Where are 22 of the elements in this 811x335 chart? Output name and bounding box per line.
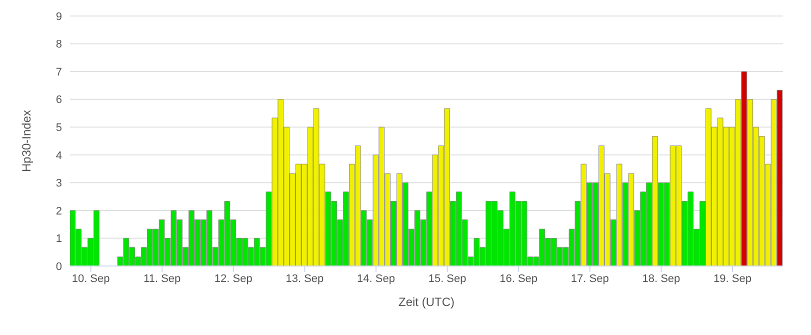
y-tick-label: 4	[56, 150, 62, 162]
x-tick-label: 10. Sep	[72, 272, 110, 285]
x-tick-label: 13. Sep	[286, 272, 324, 285]
y-tick-label: 7	[56, 66, 62, 78]
y-tick-label: 8	[56, 38, 62, 51]
y-tick-label: 1	[56, 233, 62, 246]
x-tick-label: 18. Sep	[642, 272, 680, 285]
x-tick-label: 14. Sep	[357, 272, 395, 285]
y-tick-label: 0	[56, 260, 62, 273]
x-tick-label: 15. Sep	[428, 272, 466, 285]
x-tick-label: 16. Sep	[500, 272, 538, 285]
x-tick-label: 19. Sep	[714, 272, 752, 285]
y-tick-label: 3	[56, 178, 62, 190]
y-tick-label: 6	[56, 94, 62, 106]
x-tick-label: 11. Sep	[144, 272, 181, 285]
y-tick-label: 5	[56, 122, 62, 134]
x-tick-label: 12. Sep	[214, 272, 252, 285]
y-axis-title: Hp30-Index	[19, 110, 34, 172]
y-tick-label: 2	[56, 205, 62, 218]
y-tick-label: 9	[56, 10, 62, 23]
x-axis-title: Zeit (UTC)	[398, 295, 454, 309]
x-tick-label: 17. Sep	[570, 272, 609, 285]
